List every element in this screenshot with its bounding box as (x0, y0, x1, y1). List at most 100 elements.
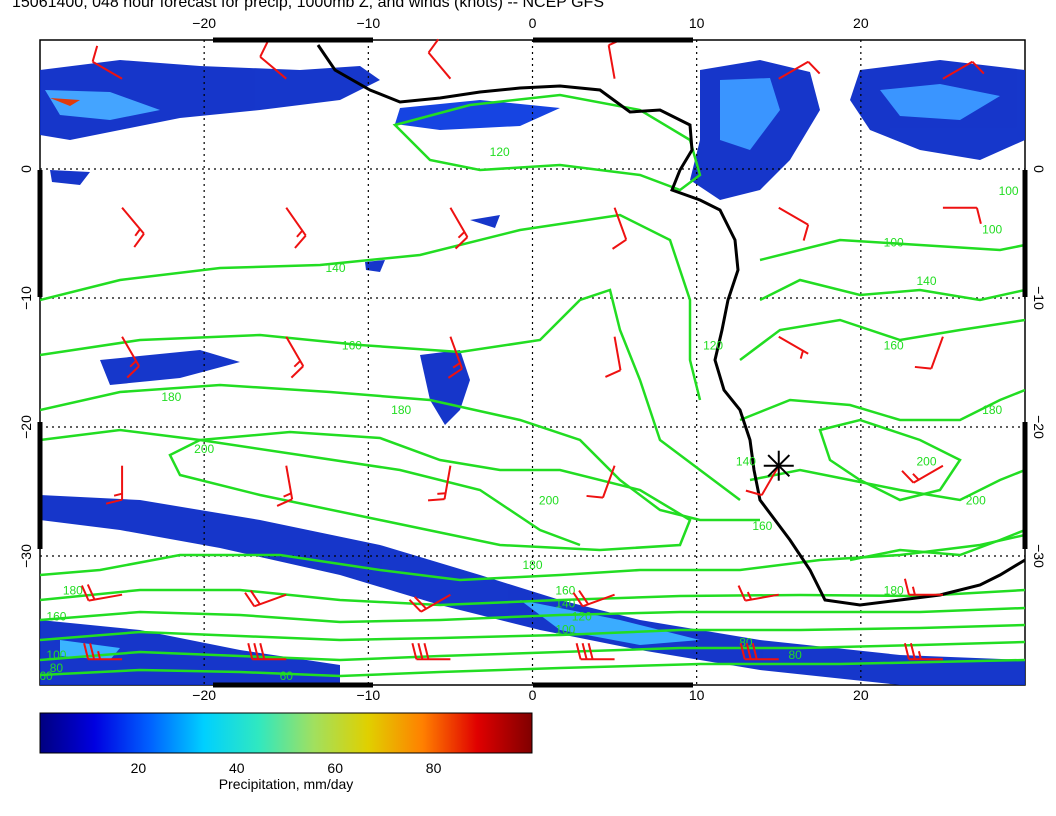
wind-barb (903, 642, 943, 661)
wind-barb (83, 642, 123, 661)
colorbar-tick-label: 80 (426, 760, 442, 776)
map-title: 15061400, 048 hour forecast for precip, … (12, 0, 604, 11)
wind-barb (91, 45, 123, 80)
contour-label: 100 (555, 622, 575, 636)
wind-barb (247, 642, 287, 661)
wind-barb (449, 207, 469, 250)
contour-label: 180 (391, 403, 411, 417)
coastline (316, 44, 1025, 607)
wind-barb (575, 642, 615, 661)
contour-label: 180 (982, 403, 1002, 417)
contour-label: 60 (280, 669, 294, 683)
frame-edge-bars (37, 37, 1028, 688)
wind-barb (276, 465, 294, 507)
contour-label: 200 (194, 442, 214, 456)
wind-barb (105, 465, 124, 505)
wind-barb (739, 642, 779, 661)
lat-tick-label-right: −20 (1031, 415, 1047, 439)
contour-label: 60 (39, 669, 53, 683)
contour-label: 100 (982, 223, 1002, 237)
lon-tick-label-top: 0 (529, 15, 537, 31)
lon-tick-label-top: −10 (356, 15, 380, 31)
wind-barb (778, 206, 810, 241)
lat-tick-label-right: 0 (1031, 165, 1047, 173)
colorbar-tick-label: 40 (229, 760, 245, 776)
lat-tick-label-left: −30 (18, 544, 34, 568)
wind-barb (611, 207, 628, 250)
contour-label: 80 (788, 648, 802, 662)
wind-barb (572, 590, 615, 608)
wind-barb (427, 465, 452, 502)
height-contours (40, 93, 1025, 678)
colorbar-tick-label: 60 (327, 760, 343, 776)
lat-tick-label-left: −10 (18, 286, 34, 310)
contour-label: 120 (572, 610, 592, 624)
wind-barb (901, 464, 944, 484)
lon-tick-label-bottom: 20 (853, 687, 869, 703)
lat-lon-grid (40, 40, 1025, 685)
wind-barb (121, 207, 145, 248)
contour-label: 140 (916, 274, 936, 288)
contour-label: 180 (884, 584, 904, 598)
contour-label: 200 (966, 493, 986, 507)
wind-barb (447, 336, 463, 379)
wind-barb (778, 60, 821, 80)
contour-label: 180 (522, 558, 542, 572)
contour-label: 180 (161, 390, 181, 404)
contour-label: 140 (325, 261, 345, 275)
contour-label: 160 (555, 584, 575, 598)
wind-barb (586, 465, 616, 499)
lon-tick-label-bottom: 10 (689, 687, 705, 703)
contour-label: 140 (555, 597, 575, 611)
contour-label: 160 (884, 339, 904, 353)
contour-labels: 1201001401601801802002001401601602002001… (39, 145, 1019, 683)
contour-label: 100 (999, 184, 1019, 198)
contour-label: 100 (884, 235, 904, 249)
wind-barb (942, 206, 982, 224)
lat-tick-label-left: 0 (18, 165, 34, 173)
wind-barb (745, 465, 780, 497)
wind-barb (914, 336, 944, 370)
contour-label: 160 (342, 339, 362, 353)
wind-barb (121, 336, 140, 379)
wind-barb (427, 38, 452, 80)
contour-label: 80 (739, 635, 753, 649)
colorbar-label: Precipitation, mm/day (219, 776, 354, 792)
contour-label: 80 (50, 661, 64, 675)
wind-barb (778, 335, 809, 359)
wind-barb (605, 336, 622, 378)
wind-barb (285, 207, 307, 249)
precip-colorbar: 20 40 60 80 Precipitation, mm/day (39, 712, 533, 792)
wind-barb (285, 336, 305, 379)
contour-label: 120 (490, 145, 510, 159)
contour-label: 140 (736, 455, 756, 469)
colorbar-tick-label: 20 (131, 760, 147, 776)
contour-label: 200 (539, 493, 559, 507)
contour-label: 160 (752, 519, 772, 533)
station-star-marker (763, 450, 794, 481)
contour-label: 180 (63, 584, 83, 598)
wind-barb (259, 41, 287, 80)
lat-tick-label-left: −20 (18, 415, 34, 439)
colorbar-gradient (39, 712, 533, 754)
contour-label: 120 (703, 339, 723, 353)
contour-label: 160 (46, 610, 66, 624)
lat-tick-label-right: −10 (1031, 286, 1047, 310)
wind-barbs (80, 37, 985, 661)
lon-tick-label-bottom: 0 (529, 687, 537, 703)
wind-barb (737, 585, 779, 602)
wind-barb (411, 642, 451, 661)
wind-barb (408, 593, 451, 613)
colorbar-ticks: 20 40 60 80 (131, 760, 442, 776)
wind-barb (942, 60, 985, 80)
wind-barb (903, 578, 943, 596)
lon-tick-label-bottom: −10 (356, 687, 380, 703)
lat-tick-label-right: −30 (1031, 544, 1047, 568)
lon-tick-label-top: 20 (853, 15, 869, 31)
contour-label: 200 (916, 455, 936, 469)
lon-tick-label-bottom: −20 (192, 687, 216, 703)
contour-label: 100 (46, 648, 66, 662)
wind-barb (244, 590, 287, 608)
